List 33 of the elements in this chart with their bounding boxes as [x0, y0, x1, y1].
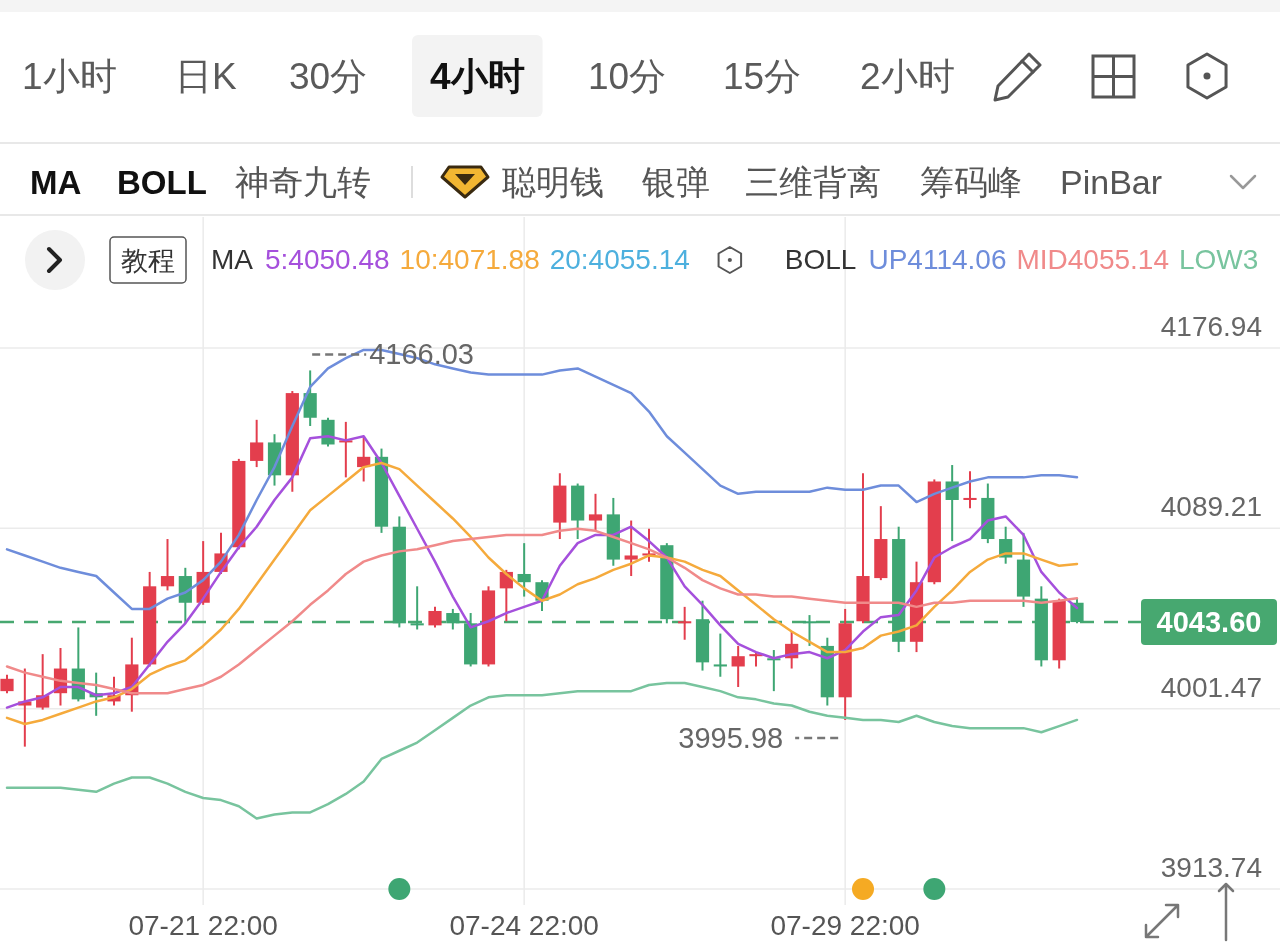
text: PinBar — [1060, 163, 1163, 201]
text: 10:4071.88 — [399, 244, 540, 275]
text: 银弹 — [641, 163, 710, 201]
text: 神奇九转 — [235, 163, 371, 201]
text: UP4114.06 — [868, 244, 1007, 275]
text: MA — [211, 244, 254, 275]
text: 15分 — [723, 56, 802, 97]
y-tick-label: 3913.74 — [1160, 852, 1262, 883]
text: MA — [30, 164, 82, 201]
text: 30分 — [289, 56, 368, 97]
text: 10分 — [588, 56, 667, 97]
text: 2小时 — [860, 56, 955, 97]
text: 1小时 — [22, 56, 117, 97]
x-tick-label: 07-21 22:00 — [128, 910, 278, 941]
x-tick-label: 07-29 22:00 — [770, 910, 920, 941]
text: BOLL — [784, 244, 857, 275]
text: MID4055.14 — [1016, 244, 1170, 275]
annotation: 3995.98 — [678, 721, 784, 754]
text: 三维背离 — [745, 163, 881, 201]
text: 20:4055.14 — [549, 244, 690, 275]
text: LOW3 — [1179, 244, 1259, 275]
text: 5:4050.48 — [265, 244, 390, 275]
x-tick-label: 07-24 22:00 — [449, 910, 599, 941]
text: BOLL — [117, 164, 207, 201]
y-tick-label: 4001.47 — [1160, 671, 1262, 703]
text: 教程 — [121, 246, 175, 276]
text: 日K — [175, 56, 237, 97]
text: 4小时 — [430, 56, 525, 97]
text: 筹码峰 — [920, 163, 1022, 201]
y-tick-label: 4176.94 — [1160, 311, 1262, 342]
text: 聪明钱 — [502, 163, 604, 201]
y-tick-label: 4089.21 — [1160, 491, 1262, 523]
ref-line-label: 4043.60 — [1156, 606, 1262, 639]
